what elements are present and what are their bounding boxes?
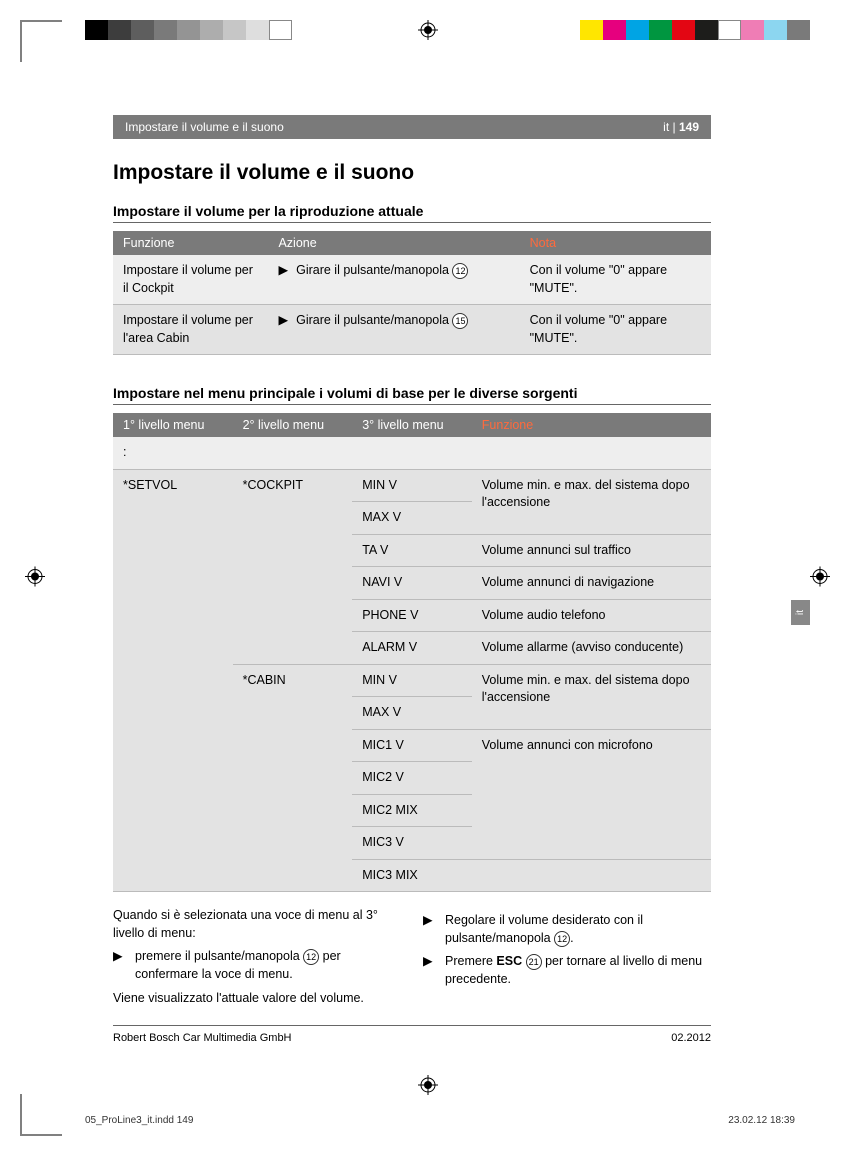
slug-timestamp: 23.02.12 18:39 bbox=[728, 1115, 795, 1126]
col-func: Funzione bbox=[472, 413, 711, 437]
color-calibration-bar bbox=[85, 20, 810, 40]
running-header: Impostare il volume e il suono it | 149 bbox=[113, 115, 711, 139]
slug-file: 05_ProLine3_it.indd 149 bbox=[85, 1115, 193, 1126]
page-title: Impostare il volume e il suono bbox=[113, 161, 711, 185]
table-row: : bbox=[113, 437, 711, 469]
section1-heading: Impostare il volume per la riproduzione … bbox=[113, 203, 711, 223]
page-footer: Robert Bosch Car Multimedia GmbH 02.2012 bbox=[113, 1025, 711, 1044]
section2-heading: Impostare nel menu principale i volumi d… bbox=[113, 385, 711, 405]
step-adjust: ▶ Regolare il volume desiderato con il p… bbox=[423, 911, 711, 947]
crop-mark-tl bbox=[20, 20, 62, 62]
crop-mark-bl bbox=[20, 1094, 62, 1136]
table-row: *SETVOL *COCKPIT MIN V Volume min. e max… bbox=[113, 469, 711, 502]
col-azione: Azione bbox=[268, 231, 519, 255]
footer-date: 02.2012 bbox=[671, 1032, 711, 1044]
language-side-tab: it bbox=[791, 600, 810, 625]
col-l2: 2° livello menu bbox=[233, 413, 353, 437]
menu-levels-table: 1° livello menu 2° livello menu 3° livel… bbox=[113, 413, 711, 892]
step-confirm: ▶ premere il pulsante/manopola 12 per co… bbox=[113, 947, 401, 983]
footer-company: Robert Bosch Car Multimedia GmbH bbox=[113, 1032, 292, 1044]
header-page-ref: it | 149 bbox=[663, 120, 699, 134]
registration-mark-bottom bbox=[418, 1075, 438, 1098]
body-instructions: Quando si è selezionata una voce di menu… bbox=[113, 906, 711, 1007]
para-intro: Quando si è selezionata una voce di menu… bbox=[113, 906, 401, 942]
step-esc: ▶ Premere ESC 21 per tornare al livello … bbox=[423, 952, 711, 988]
col-l3: 3° livello menu bbox=[352, 413, 472, 437]
para-value-shown: Viene visualizzato l'attuale valore del … bbox=[113, 989, 401, 1007]
header-breadcrumb: Impostare il volume e il suono bbox=[125, 120, 284, 134]
table-row: Impostare il volume per il Cockpit ▶Gira… bbox=[113, 255, 711, 305]
col-l1: 1° livello menu bbox=[113, 413, 233, 437]
col-funzione: Funzione bbox=[113, 231, 268, 255]
col-nota: Nota bbox=[520, 231, 711, 255]
table-row: Impostare il volume per l'area Cabin ▶Gi… bbox=[113, 305, 711, 355]
registration-mark-left bbox=[25, 567, 45, 590]
volume-playback-table: Funzione Azione Nota Impostare il volume… bbox=[113, 231, 711, 355]
registration-mark-right bbox=[810, 567, 830, 590]
print-slug-line: 05_ProLine3_it.indd 149 23.02.12 18:39 bbox=[85, 1115, 795, 1126]
